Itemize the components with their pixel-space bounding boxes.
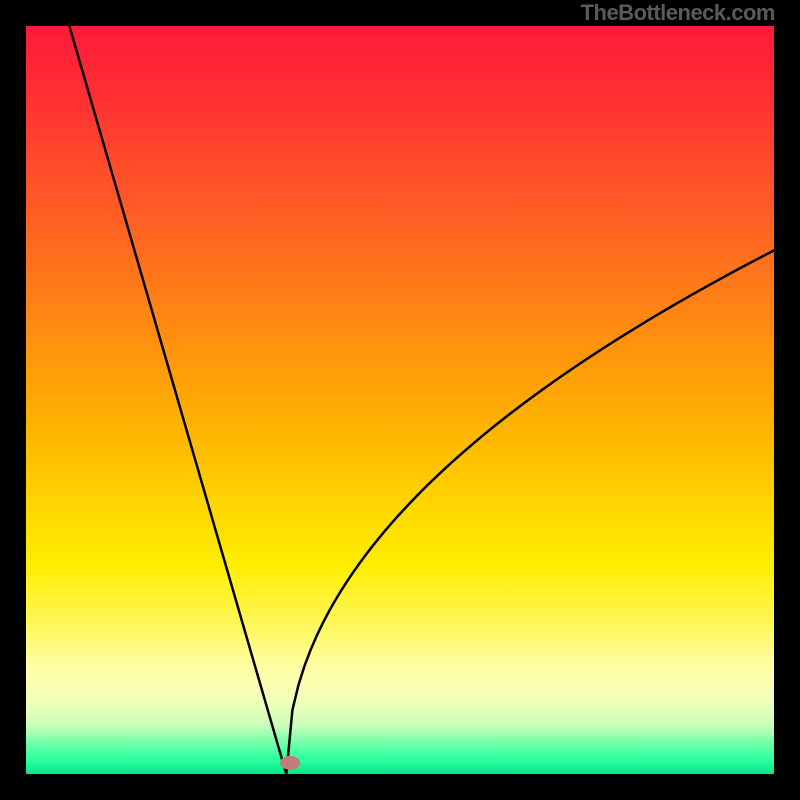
vertex-marker (280, 756, 300, 770)
watermark-text: TheBottleneck.com (581, 0, 775, 26)
chart-container: TheBottleneck.com (0, 0, 800, 800)
chart-svg (0, 0, 800, 800)
plot-area (26, 26, 774, 774)
